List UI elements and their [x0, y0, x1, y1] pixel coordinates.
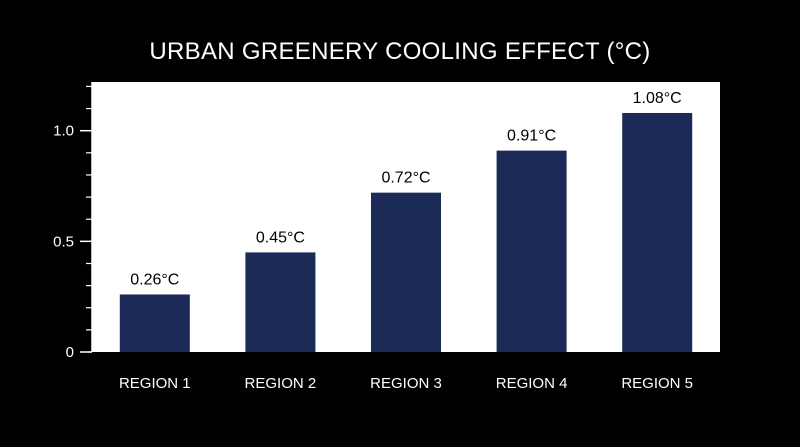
bar — [119, 294, 190, 352]
data-label: 1.08°C — [633, 90, 682, 107]
x-tick-label: REGION 1 — [119, 375, 191, 392]
bar — [496, 150, 567, 352]
y-axis: 0 0.5 1.0 — [53, 82, 93, 361]
x-tick-label: REGION 4 — [496, 375, 568, 392]
bar — [245, 252, 316, 352]
bar — [622, 112, 693, 352]
data-label: 0.26°C — [130, 271, 179, 288]
bars — [119, 112, 693, 352]
bar — [371, 192, 441, 352]
x-tick-label: REGION 5 — [621, 375, 693, 392]
data-label: 0.72°C — [381, 170, 430, 187]
labels: 0.26°C REGION 1 0.45°C REGION 2 0.72°C REGION… — [119, 90, 693, 392]
y-tick-label: 0 — [66, 344, 74, 361]
x-tick-label: REGION 3 — [370, 375, 442, 392]
data-label: 0.45°C — [256, 229, 305, 246]
chart-title: URBAN GREENERY COOLING EFFECT (°C) — [149, 38, 651, 65]
data-label: 0.91°C — [507, 128, 556, 145]
x-tick-label: REGION 2 — [245, 375, 317, 392]
y-tick-label: 1.0 — [53, 123, 74, 140]
y-tick-label: 0.5 — [53, 233, 74, 250]
